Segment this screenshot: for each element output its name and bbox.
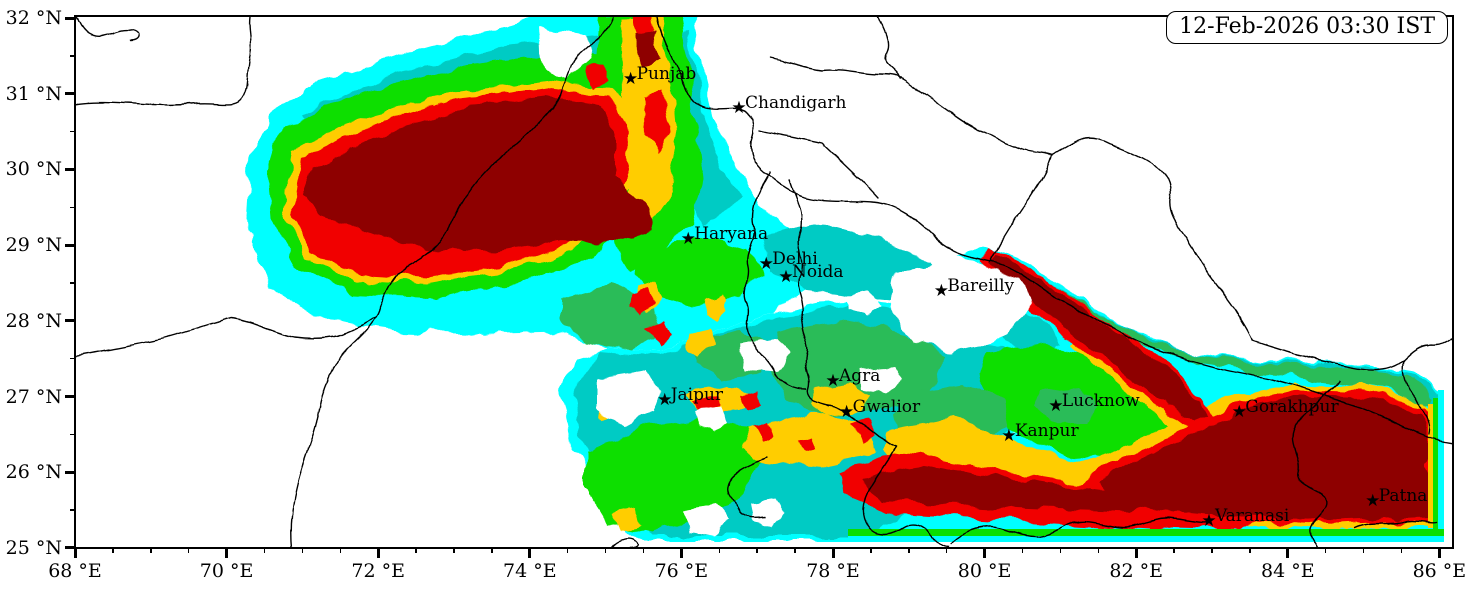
map-region xyxy=(754,422,773,441)
map-element xyxy=(848,536,1444,542)
map-region xyxy=(290,17,614,547)
map-region xyxy=(634,236,764,307)
map-region xyxy=(698,408,727,432)
map-region xyxy=(742,392,762,411)
timestamp-box: 12-Feb-2026 03:30 IST xyxy=(1166,11,1448,44)
map-region xyxy=(726,457,767,519)
map-region xyxy=(596,372,663,425)
map-region xyxy=(76,317,375,357)
map-region xyxy=(1102,395,1428,521)
map-region xyxy=(877,17,901,79)
map-region xyxy=(76,17,252,106)
map-region xyxy=(635,31,661,67)
map-region xyxy=(694,395,719,413)
map-region xyxy=(1035,388,1100,424)
map-region xyxy=(990,257,1208,424)
map-region xyxy=(769,57,1053,156)
map-region xyxy=(656,17,801,197)
map-region xyxy=(949,517,1211,546)
map-region xyxy=(989,154,1053,263)
map-region xyxy=(742,340,789,372)
map-region xyxy=(588,64,611,88)
map-region xyxy=(648,320,672,347)
map-region xyxy=(302,98,654,252)
map-element xyxy=(1433,398,1438,538)
map-region xyxy=(995,260,1432,404)
map-region xyxy=(759,129,879,199)
map-region xyxy=(1354,519,1437,529)
map-region xyxy=(614,510,640,530)
map-region xyxy=(645,90,669,156)
map-region xyxy=(611,538,638,547)
map-region xyxy=(743,171,807,391)
contour-field xyxy=(246,17,1442,541)
map-element xyxy=(1438,390,1444,542)
domain-edge-strips xyxy=(76,17,1452,547)
map-element xyxy=(76,542,1452,547)
map-region xyxy=(1402,359,1432,435)
map-region xyxy=(684,502,731,537)
map-element xyxy=(76,17,1452,547)
map-region xyxy=(860,465,1162,512)
map-region xyxy=(687,329,715,356)
plot-frame xyxy=(74,15,1454,549)
map-region xyxy=(750,498,785,527)
map-region xyxy=(585,418,764,532)
map-region xyxy=(789,179,897,448)
map-region xyxy=(850,419,876,443)
state-boundaries xyxy=(76,17,1452,547)
map-element xyxy=(1428,404,1434,528)
map-region xyxy=(862,446,946,547)
map-region xyxy=(76,17,140,41)
map-region xyxy=(799,195,1452,444)
map-region xyxy=(862,368,900,393)
map-region xyxy=(796,436,815,454)
contour-layer-dark-red xyxy=(302,31,1428,521)
map-element xyxy=(848,529,1444,536)
map-region xyxy=(812,382,872,416)
map-region xyxy=(630,286,656,315)
map-region xyxy=(704,296,728,318)
map-region xyxy=(888,260,1032,352)
map-region xyxy=(846,291,881,318)
map-region xyxy=(540,28,590,80)
clear-areas xyxy=(540,28,1032,537)
map-element xyxy=(1444,17,1452,547)
map-region xyxy=(1291,380,1341,547)
